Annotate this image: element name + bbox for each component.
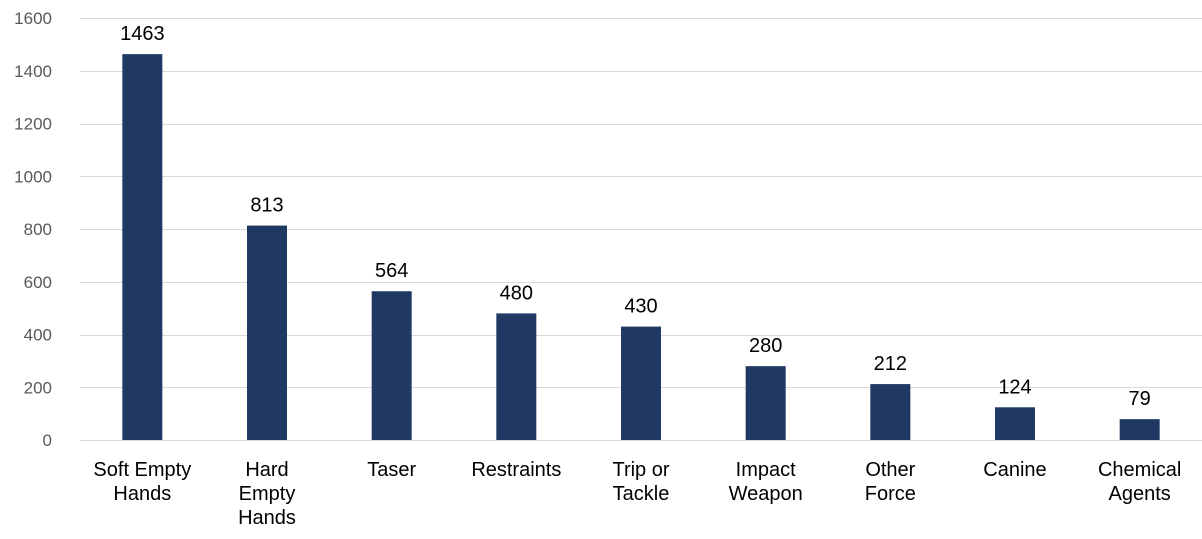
x-category-label: Restraints (471, 459, 561, 481)
bar (371, 291, 412, 440)
x-category-label-line: Hands (113, 483, 171, 505)
bar (247, 225, 287, 440)
y-tick-label: 200 (24, 378, 52, 397)
x-category-label-line: Soft Empty (93, 459, 191, 481)
data-label: 280 (749, 335, 782, 357)
y-tick-label: 800 (24, 220, 52, 239)
bar (995, 407, 1035, 440)
x-category-label-line: Taser (367, 459, 416, 481)
bar (496, 313, 537, 440)
y-tick-label: 1600 (14, 9, 52, 28)
x-category-label: Hard Empty Hands (238, 459, 296, 529)
data-label: 212 (874, 353, 907, 375)
x-category-label: Trip or Tackle (612, 459, 669, 505)
data-label: 79 (1129, 388, 1151, 410)
bar (870, 384, 911, 440)
x-category-label-line: Other (865, 459, 915, 481)
x-category-label-line: Chemical (1098, 459, 1181, 481)
x-category-label-line: Hard (245, 459, 288, 481)
data-labels: 1463 813 564 480 430 280 212 124 79 (120, 23, 1151, 410)
bars (122, 54, 1160, 440)
y-tick-label: 0 (43, 431, 52, 450)
bar (621, 326, 661, 440)
x-category-label-line: Agents (1109, 483, 1171, 505)
y-tick-label: 1400 (14, 62, 52, 81)
x-category-label-line: Force (865, 483, 916, 505)
bar (122, 54, 163, 440)
x-category-label-line: Canine (983, 459, 1046, 481)
x-category-label: Soft Empty Hands (93, 459, 191, 505)
x-category-label-line: Impact (736, 459, 796, 481)
bar (745, 366, 786, 440)
x-category-label: Chemical Agents (1098, 459, 1181, 505)
data-label: 564 (375, 260, 408, 282)
data-label: 813 (250, 195, 283, 217)
y-tick-label: 600 (24, 273, 52, 292)
x-category-label-line: Empty (239, 483, 296, 505)
x-category-label-line: Restraints (471, 459, 561, 481)
y-axis-ticks: 0 200 400 600 800 1000 1200 1400 1600 (14, 9, 52, 450)
x-category-label-line: Tackle (613, 483, 670, 505)
x-category-label: Canine (983, 459, 1046, 481)
x-category-label: Impact Weapon (729, 459, 803, 505)
y-tick-label: 1200 (14, 115, 52, 134)
x-category-label: Taser (367, 459, 416, 481)
x-category-label-line: Weapon (729, 483, 803, 505)
data-label: 480 (500, 282, 533, 304)
y-tick-label: 1000 (14, 167, 52, 186)
x-category-label-line: Hands (238, 507, 296, 529)
x-category-label-line: Trip or (612, 459, 669, 481)
data-label: 430 (624, 296, 657, 318)
data-label: 124 (998, 376, 1031, 398)
y-tick-label: 400 (24, 326, 52, 345)
data-label: 1463 (120, 23, 165, 45)
bar (1119, 419, 1160, 440)
x-category-label: Other Force (865, 459, 916, 505)
